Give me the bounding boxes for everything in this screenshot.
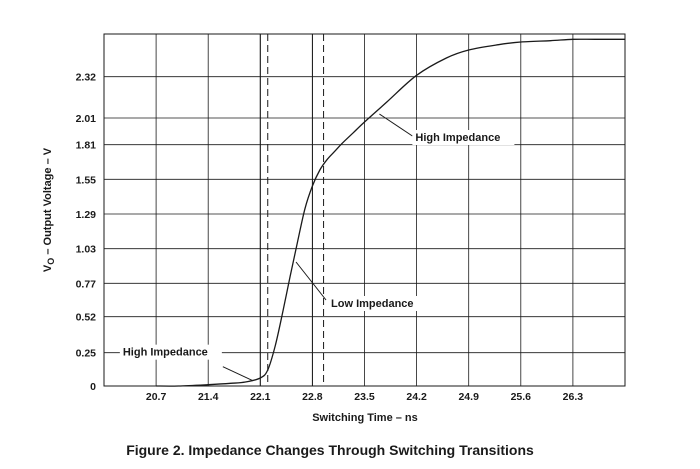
y-axis-title: VO – Output Voltage – V <box>42 147 56 272</box>
annotation-leader <box>379 113 413 137</box>
x-tick-label: 26.3 <box>563 391 584 403</box>
annotation-label: High Impedance <box>123 347 208 359</box>
x-tick-label: 21.4 <box>198 391 219 403</box>
y-tick-label: 2.01 <box>76 113 97 125</box>
y-tick-label: 1.29 <box>76 209 97 221</box>
annotations: High Impedance Low Impedance High Impedanc… <box>119 130 515 360</box>
y-tick-label: 0 <box>90 381 96 393</box>
annotation-label-bg <box>328 296 431 311</box>
annotation-label: High Impedance <box>415 132 500 144</box>
grid <box>104 34 625 386</box>
y-tick-labels: 0 0.25 0.52 0.77 1.03 1.29 1.55 1.81 2.01 2.32 <box>76 72 97 393</box>
x-axis-title: Switching Time – ns <box>312 412 418 424</box>
y-axis-title-subscript: O <box>46 258 56 265</box>
y-tick-label: 1.55 <box>76 174 97 186</box>
y-tick-label: 1.03 <box>76 244 97 256</box>
x-tick-label: 24.2 <box>406 391 427 403</box>
annotation-label-bg <box>119 344 222 360</box>
annotation-label-bg <box>412 130 515 145</box>
plot-frame <box>103 33 626 387</box>
time-markers <box>259 34 325 386</box>
x-tick-label: 24.9 <box>458 391 479 403</box>
y-tick-label: 0.77 <box>76 278 97 290</box>
x-tick-label: 20.7 <box>146 391 167 403</box>
output-voltage-curve <box>156 38 625 387</box>
x-tick-label: 25.6 <box>511 391 532 403</box>
series-layer <box>156 38 625 387</box>
y-axis-title-main: V <box>42 264 54 272</box>
annotation-leader <box>295 261 327 301</box>
x-tick-label: 23.5 <box>354 391 375 403</box>
y-tick-label: 0.52 <box>76 312 97 324</box>
x-tick-labels: 20.7 21.4 22.1 22.8 23.5 24.2 24.9 25.6 26.3 <box>146 391 583 403</box>
figure-caption: Figure 2. Impedance Changes Through Swit… <box>126 442 534 458</box>
x-tick-label: 22.1 <box>250 391 271 403</box>
annotation-leader <box>222 366 254 382</box>
y-tick-label: 1.81 <box>76 140 97 152</box>
y-tick-label: 2.32 <box>76 72 97 84</box>
annotation-leaders <box>222 113 413 382</box>
x-tick-label: 22.8 <box>302 391 323 403</box>
annotation-label: Low Impedance <box>331 298 414 310</box>
y-tick-label: 0.25 <box>76 348 97 360</box>
y-axis-title-rest: – Output Voltage – V <box>42 147 54 257</box>
